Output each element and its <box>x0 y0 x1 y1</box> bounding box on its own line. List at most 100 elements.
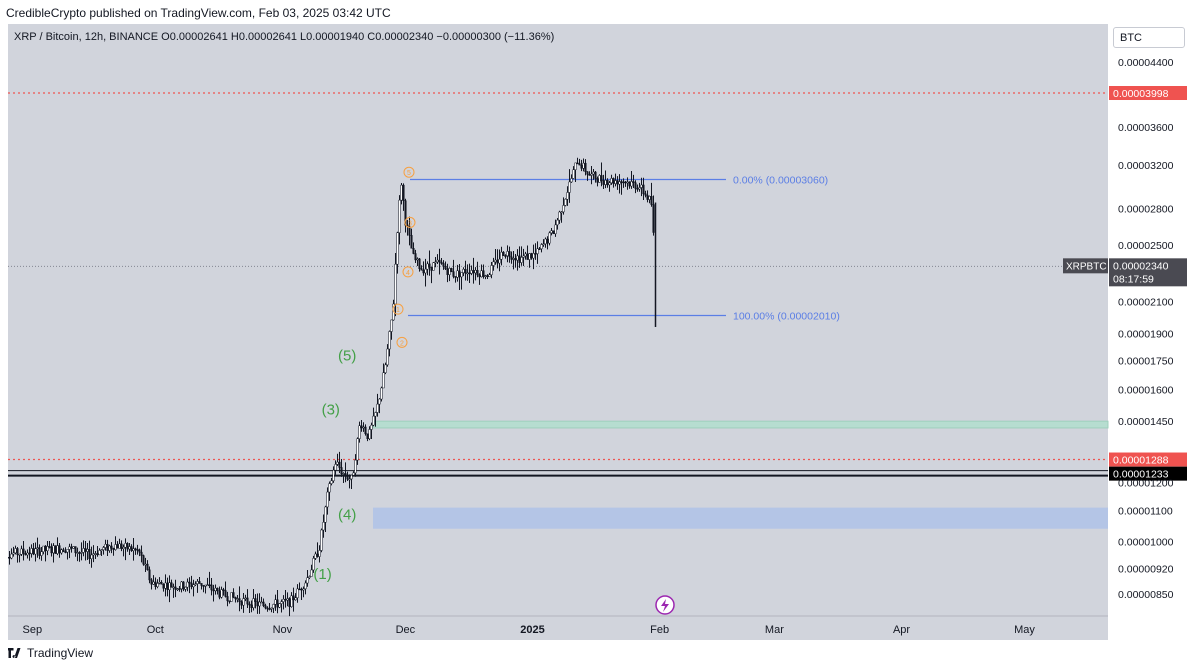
candle-body <box>124 543 127 548</box>
candle-body <box>460 272 463 278</box>
candle-body <box>372 415 375 426</box>
candle-body <box>14 548 17 554</box>
green-zone <box>372 420 1109 429</box>
candle-body <box>584 162 587 172</box>
candle-body <box>606 179 609 186</box>
time-axis-background <box>8 616 1108 640</box>
candle-body <box>564 198 567 206</box>
candle-body <box>416 258 419 261</box>
last-price-label: 0.00002340 <box>1113 260 1169 272</box>
candle-body <box>516 255 519 261</box>
candle-body <box>198 581 201 584</box>
candle-body <box>448 268 451 275</box>
candle-body <box>354 459 357 474</box>
publish-header: CredibleCrypto published on TradingView.… <box>6 6 391 20</box>
candle-body <box>10 553 13 559</box>
candle-body <box>358 425 361 439</box>
symbol-tag: XRPBTC <box>1066 261 1107 272</box>
minor-wave-label: 4 <box>406 270 410 277</box>
candle-body <box>652 204 655 233</box>
tradingview-logo-icon <box>8 648 21 658</box>
candle-body <box>70 546 73 549</box>
candle-body <box>332 469 335 482</box>
candle-body <box>620 181 623 183</box>
candle-body <box>278 603 281 608</box>
candle-body <box>300 588 303 591</box>
candle-body <box>586 171 589 175</box>
candle-body <box>186 581 189 588</box>
level-label: 0.00001233 <box>1113 469 1169 481</box>
candle-body <box>458 270 461 278</box>
candle-body <box>600 175 603 181</box>
candle-body <box>442 263 445 267</box>
candle-body <box>436 259 439 263</box>
wave-label: (1) <box>313 566 331 583</box>
candle-body <box>402 184 405 201</box>
y-tick-label: 0.00002100 <box>1118 296 1174 308</box>
fib-label: 100.00% (0.00002010) <box>733 311 840 323</box>
candle-body <box>244 597 247 600</box>
candle-body <box>280 601 283 604</box>
currency-button[interactable]: BTC <box>1113 27 1185 48</box>
candle-body <box>446 268 449 275</box>
candle-body <box>514 258 517 261</box>
x-tick-label: Mar <box>765 624 784 636</box>
candle-body <box>334 464 337 471</box>
candle-body <box>138 549 141 553</box>
candle-body <box>140 551 143 556</box>
y-tick-label: 0.00001000 <box>1118 536 1174 548</box>
candle-body <box>360 425 363 429</box>
y-tick-label: 0.00000850 <box>1118 589 1174 601</box>
candle-body <box>456 270 459 278</box>
candle-body <box>344 473 347 477</box>
candle-body <box>164 582 167 589</box>
candle-body <box>38 547 41 556</box>
candle-body <box>532 253 535 259</box>
candle-body <box>396 232 399 265</box>
y-tick-label: 0.00002500 <box>1118 240 1174 252</box>
candle-body <box>36 547 39 550</box>
candle-body <box>16 548 19 555</box>
candle-body <box>90 554 93 559</box>
candle-body <box>236 598 239 600</box>
candle-body <box>540 244 543 250</box>
candle-body <box>480 270 483 278</box>
candle-body <box>328 483 331 493</box>
candle-body <box>66 549 69 553</box>
candle-body <box>408 226 411 236</box>
candle-body <box>216 587 219 592</box>
candle-body <box>568 181 571 193</box>
candle-body <box>162 583 165 589</box>
candle-body <box>228 600 231 603</box>
candle-body <box>220 589 223 598</box>
candle-body <box>242 598 245 606</box>
candle-body <box>368 429 371 439</box>
candle-body <box>160 582 163 585</box>
candle-body <box>50 546 53 554</box>
minor-wave-marker <box>396 336 408 348</box>
candle-body <box>206 584 209 586</box>
candle-body <box>644 193 647 196</box>
candle-body <box>346 476 349 480</box>
candle-body <box>258 601 261 607</box>
candle-body <box>230 592 233 602</box>
candle-body <box>26 552 29 556</box>
chart-panel[interactable]: XRP / Bitcoin, 12h, BINANCE O0.00002641 … <box>8 24 1196 640</box>
candle-body <box>96 553 99 556</box>
candle-body <box>92 553 95 556</box>
candle-body <box>462 268 465 273</box>
candle-body <box>52 545 55 554</box>
candle-body <box>190 582 193 588</box>
candle-body <box>262 601 265 606</box>
candle-body <box>28 552 31 555</box>
candle-body <box>246 597 249 605</box>
candle-body <box>168 582 171 590</box>
candle-body <box>250 604 253 608</box>
candle-body <box>68 546 71 550</box>
lightning-event-icon <box>655 595 675 615</box>
candle-body <box>204 584 207 587</box>
y-tick-label: 0.00003600 <box>1118 122 1174 134</box>
chart-canvas[interactable]: XRP / Bitcoin, 12h, BINANCE O0.00002641 … <box>8 24 1196 640</box>
candle-body <box>544 238 547 245</box>
candle-body <box>642 184 645 195</box>
